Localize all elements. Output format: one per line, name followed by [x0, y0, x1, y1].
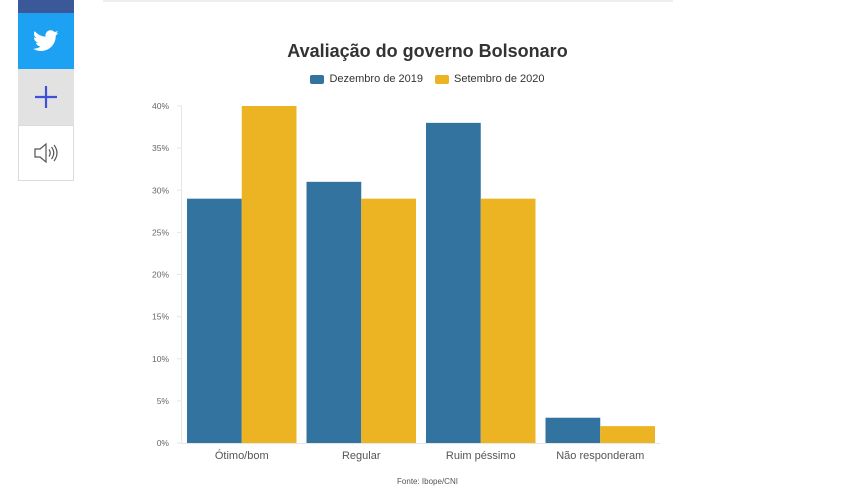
speaker-icon [34, 142, 58, 164]
y-tick-label: 25% [152, 227, 169, 237]
bar-series2 [600, 426, 655, 443]
chart-legend: Dezembro de 2019 Setembro de 2020 [175, 73, 680, 85]
y-tick-label: 10% [152, 354, 169, 364]
y-tick-label: 20% [152, 270, 169, 280]
y-tick-label: 15% [152, 312, 169, 322]
y-tick-label: 30% [152, 185, 169, 195]
share-bar [18, 0, 74, 181]
legend-label-series2: Setembro de 2020 [454, 73, 545, 85]
y-tick-label: 5% [157, 396, 170, 406]
chart-source: Fonte: Ibope/CNI [397, 477, 458, 486]
plus-icon [35, 86, 57, 108]
legend-item-setembro-2020[interactable]: Setembro de 2020 [435, 73, 545, 85]
legend-swatch-series2 [435, 74, 450, 84]
twitter-share-button[interactable] [18, 13, 74, 69]
x-tick-label: Ruim péssimo [446, 450, 516, 462]
x-tick-label: Ótimo/bom [215, 449, 269, 462]
legend-label-series1: Dezembro de 2019 [329, 73, 424, 85]
bar-series1 [306, 181, 362, 443]
top-divider [103, 0, 673, 2]
legend-swatch-series1 [310, 74, 325, 84]
listen-button[interactable] [18, 125, 74, 181]
bar-series1 [187, 198, 242, 443]
legend-item-dezembro-2019[interactable]: Dezembro de 2019 [310, 73, 423, 85]
y-tick-label: 40% [152, 101, 169, 111]
chart-title: Avaliação do governo Bolsonaro [287, 41, 568, 61]
bar-series2 [480, 198, 536, 443]
x-tick-label: Não responderam [556, 450, 644, 462]
facebook-share-button[interactable] [18, 0, 74, 13]
bar-series2 [241, 106, 297, 443]
more-share-button[interactable] [18, 69, 74, 125]
bar-series1 [545, 417, 601, 443]
bar-series1 [426, 122, 481, 443]
x-tick-label: Regular [342, 450, 381, 462]
y-tick-label: 0% [157, 438, 170, 448]
bar-series2 [361, 198, 416, 443]
twitter-icon [33, 30, 59, 51]
y-tick-label: 35% [152, 143, 169, 153]
